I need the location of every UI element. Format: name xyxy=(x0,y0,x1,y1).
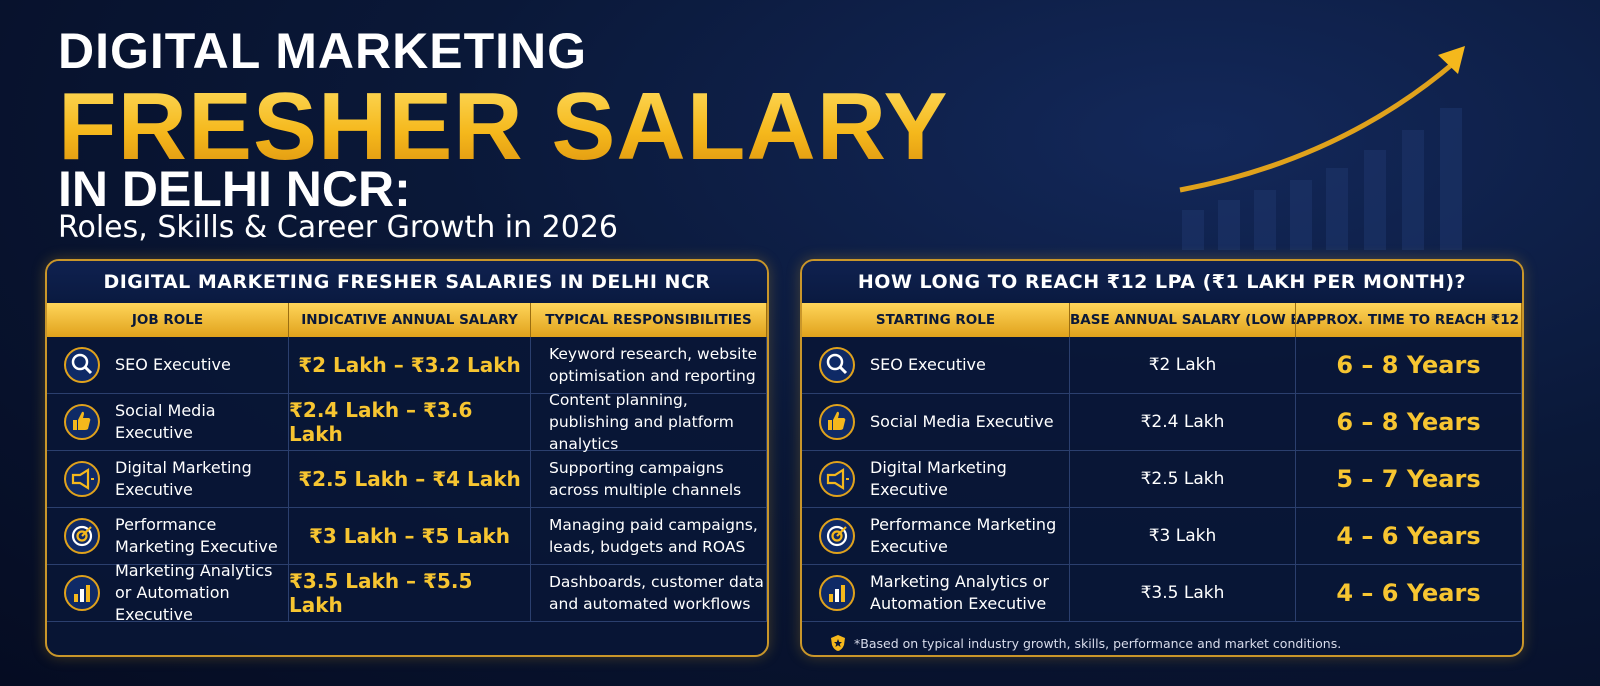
yrs-cell: 4 – 6 Years xyxy=(1296,508,1522,565)
role-cell: Performance Marketing Executive xyxy=(47,508,289,565)
yrs-cell: 6 – 8 Years xyxy=(1296,337,1522,394)
panel-title: HOW LONG TO REACH ₹12 LPA (₹1 LAKH PER M… xyxy=(802,261,1522,303)
sal-cell: ₹3.5 Lakh – ₹5.5 Lakh xyxy=(289,565,531,622)
role-cell: Digital Marketing Executive xyxy=(802,451,1070,508)
role-cell: Social Media Executive xyxy=(47,394,289,451)
role-icon xyxy=(819,575,855,611)
salary-table: JOB ROLE INDICATIVE ANNUAL SALARY TYPICAL … xyxy=(47,303,767,624)
sal-cell: ₹2 Lakh – ₹3.2 Lakh xyxy=(289,337,531,394)
role-icon xyxy=(64,347,100,383)
role-name: Digital Marketing Executive xyxy=(115,458,252,499)
bar-graphic xyxy=(1182,108,1462,250)
role-name: Marketing Analytics or Automation Execut… xyxy=(870,572,1049,613)
column-header: APPROX. TIME TO REACH ₹12 LPA* xyxy=(1296,303,1522,337)
base-cell: ₹2 Lakh xyxy=(1070,337,1296,394)
role-icon xyxy=(64,518,100,554)
role-icon xyxy=(64,404,100,440)
column-header: INDICATIVE ANNUAL SALARY xyxy=(289,303,531,337)
role-cell: SEO Executive xyxy=(47,337,289,394)
role-name: Performance Marketing Executive xyxy=(870,515,1057,556)
resp-cell: Dashboards, customer data and automated … xyxy=(531,565,767,622)
sal-cell: ₹2.5 Lakh – ₹4 Lakh xyxy=(289,451,531,508)
role-name: SEO Executive xyxy=(870,355,986,374)
role-icon xyxy=(64,575,100,611)
role-name: Performance Marketing Executive xyxy=(115,515,278,556)
arrow-head xyxy=(1438,46,1465,74)
yrs-cell: 4 – 6 Years xyxy=(1296,565,1522,622)
resp-cell: Keyword research, website optimisation a… xyxy=(531,337,767,394)
growth-panel: HOW LONG TO REACH ₹12 LPA (₹1 LAKH PER M… xyxy=(800,259,1524,657)
role-icon xyxy=(64,461,100,497)
column-header: TYPICAL RESPONSIBILITIES xyxy=(531,303,767,337)
base-cell: ₹2.4 Lakh xyxy=(1070,394,1296,451)
footnote: *Based on typical industry growth, skill… xyxy=(854,635,1342,651)
role-name: Marketing Analytics or Automation Execut… xyxy=(115,561,273,624)
role-icon xyxy=(819,518,855,554)
role-cell: Performance Marketing Executive xyxy=(802,508,1070,565)
title-line: DIGITAL MARKETING xyxy=(58,23,588,79)
role-cell: Marketing Analytics or Automation Execut… xyxy=(47,561,289,624)
role-name: Social Media Executive xyxy=(870,412,1054,431)
growth-arrow xyxy=(1179,60,1457,193)
sal-cell: ₹2.4 Lakh – ₹3.6 Lakh xyxy=(289,394,531,451)
resp-cell: Supporting campaigns across multiple cha… xyxy=(531,451,767,508)
column-header: STARTING ROLE xyxy=(802,303,1070,337)
base-cell: ₹2.5 Lakh xyxy=(1070,451,1296,508)
role-icon xyxy=(819,461,855,497)
yrs-cell: 6 – 8 Years xyxy=(1296,394,1522,451)
role-cell: SEO Executive xyxy=(802,337,1070,394)
subtitle: Roles, Skills & Career Growth in 2026 xyxy=(58,210,619,245)
title-line: IN DELHI NCR: xyxy=(58,161,411,217)
role-name: SEO Executive xyxy=(115,355,231,374)
role-name: Social Media Executive xyxy=(115,401,216,442)
column-header: JOB ROLE xyxy=(47,303,289,337)
panel-title: DIGITAL MARKETING FRESHER SALARIES IN DE… xyxy=(47,261,767,303)
resp-cell: Content planning, publishing and platfor… xyxy=(531,391,767,453)
role-name: Digital Marketing Executive xyxy=(870,458,1007,499)
column-header: BASE ANNUAL SALARY (LOW END) xyxy=(1070,303,1296,337)
base-cell: ₹3.5 Lakh xyxy=(1070,565,1296,622)
role-icon xyxy=(819,404,855,440)
sal-cell: ₹3 Lakh – ₹5 Lakh xyxy=(289,508,531,565)
role-icon xyxy=(819,347,855,383)
role-cell: Marketing Analytics or Automation Execut… xyxy=(802,565,1070,622)
shield-icon xyxy=(831,635,845,651)
title-highlight: FRESHER SALARY xyxy=(58,73,949,180)
resp-cell: Managing paid campaigns, leads, budgets … xyxy=(531,508,767,565)
footnote-row: *Based on typical industry growth, skill… xyxy=(830,634,1341,652)
role-cell: Digital Marketing Executive xyxy=(47,451,289,508)
yrs-cell: 5 – 7 Years xyxy=(1296,451,1522,508)
base-cell: ₹3 Lakh xyxy=(1070,508,1296,565)
role-cell: Social Media Executive xyxy=(802,394,1070,451)
salary-panel: DIGITAL MARKETING FRESHER SALARIES IN DE… xyxy=(45,259,769,657)
